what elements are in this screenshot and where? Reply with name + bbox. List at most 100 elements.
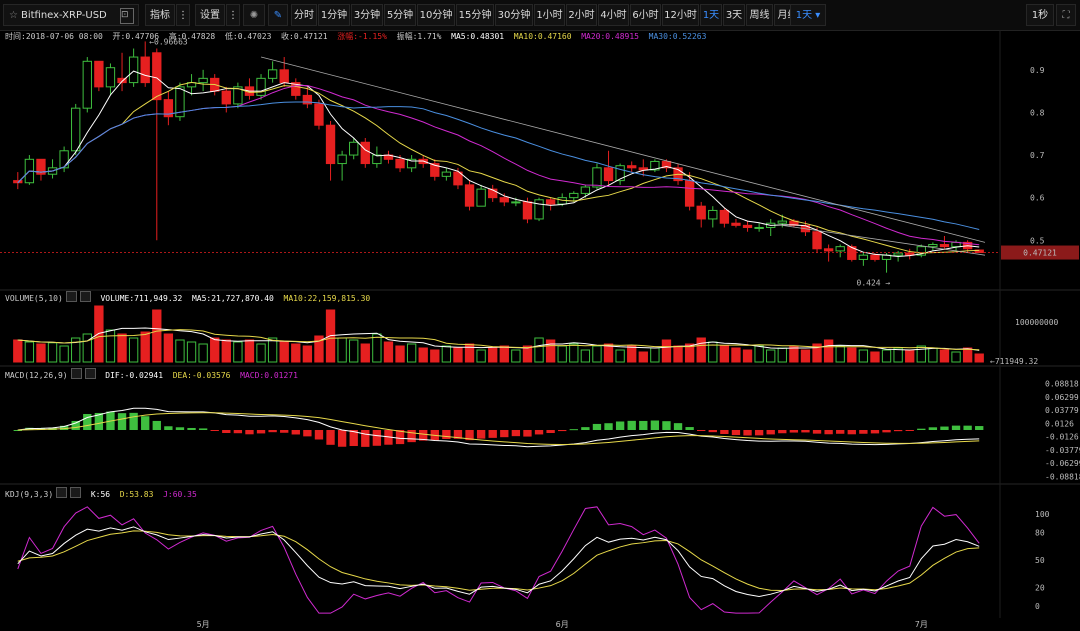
volume-bar bbox=[742, 349, 753, 363]
kdj-tick-4: 0 bbox=[1035, 602, 1040, 611]
volume-bar bbox=[395, 345, 405, 363]
period-tab-14[interactable]: 周线 bbox=[746, 4, 773, 26]
period-tab-6[interactable]: 30分钟 bbox=[495, 4, 533, 26]
volume-bar bbox=[267, 337, 278, 363]
volume-bar bbox=[476, 349, 486, 363]
volume-bar bbox=[464, 343, 475, 363]
volume-panel-title: VOLUME(5,10) VOLUME:711,949.32 MA5:21,72… bbox=[5, 291, 370, 303]
period-tab-5[interactable]: 15分钟 bbox=[456, 4, 494, 26]
volume-bar bbox=[186, 341, 197, 363]
candle bbox=[928, 244, 938, 248]
macd-bar bbox=[870, 430, 880, 434]
star-icon[interactable]: ☆ bbox=[9, 10, 18, 21]
candle bbox=[105, 67, 116, 88]
period-tab-3[interactable]: 5分钟 bbox=[384, 4, 416, 26]
volume-bar bbox=[766, 349, 776, 363]
period-tab-0[interactable]: 分时 bbox=[291, 4, 317, 26]
candle bbox=[140, 56, 150, 84]
macd-bar bbox=[233, 430, 243, 434]
kdj-j-line bbox=[17, 506, 980, 614]
macd-bar bbox=[129, 412, 138, 430]
symbol-selector[interactable]: ☆ Bitfinex-XRP-USD ⊡ bbox=[3, 4, 139, 26]
volume-bar bbox=[870, 351, 880, 363]
gear-icon[interactable] bbox=[56, 487, 68, 498]
gear-icon[interactable] bbox=[65, 291, 77, 302]
macd-bar bbox=[720, 430, 729, 434]
macd-bar bbox=[395, 430, 405, 445]
sun-icon[interactable]: ✺ bbox=[243, 4, 265, 26]
macd-bar bbox=[36, 427, 46, 430]
settings-more-icon[interactable]: ⋮ bbox=[226, 4, 240, 26]
macd-bar bbox=[419, 430, 428, 441]
close-icon[interactable] bbox=[84, 368, 96, 379]
volume-bar bbox=[314, 335, 324, 363]
candle bbox=[337, 154, 347, 165]
period-tab-10[interactable]: 6小时 bbox=[630, 4, 661, 26]
volume-bar bbox=[719, 345, 730, 363]
volume-bar bbox=[962, 347, 973, 363]
fullscreen-icon[interactable]: ⛶ bbox=[1056, 4, 1076, 26]
trend-line-upper bbox=[260, 56, 986, 243]
period-tab-13[interactable]: 3天 bbox=[723, 4, 745, 26]
close-icon[interactable] bbox=[70, 487, 82, 498]
macd-bar bbox=[71, 420, 80, 430]
period-tab-1[interactable]: 1分钟 bbox=[318, 4, 350, 26]
chevron-down-icon: ▾ bbox=[815, 10, 821, 21]
period-tab-9[interactable]: 4小时 bbox=[598, 4, 629, 26]
macd-bar bbox=[488, 430, 497, 438]
settings-button[interactable]: 设置 bbox=[195, 4, 225, 26]
refresh-button[interactable]: 1秒 bbox=[1026, 4, 1054, 26]
period-tab-4[interactable]: 10分钟 bbox=[417, 4, 455, 26]
macd-bar bbox=[627, 420, 636, 430]
volume-bar bbox=[800, 349, 811, 363]
volume-bar bbox=[638, 351, 648, 363]
period-tab-11[interactable]: 12小时 bbox=[662, 4, 699, 26]
candle bbox=[372, 154, 382, 165]
volume-bar bbox=[974, 353, 984, 363]
last-price-label: 0.47121 bbox=[1023, 249, 1057, 258]
period-tab-7[interactable]: 1小时 bbox=[534, 4, 565, 26]
volume-bar bbox=[13, 339, 23, 363]
indicators-button[interactable]: 指标 bbox=[145, 4, 175, 26]
volume-tick-0: 100000000 bbox=[1015, 318, 1059, 327]
candle bbox=[59, 150, 69, 169]
volume-bar bbox=[488, 347, 498, 363]
macd-tick-3: 0.0126 bbox=[1045, 419, 1074, 428]
macd-bar bbox=[592, 423, 602, 430]
volume-bar bbox=[71, 337, 81, 363]
candle bbox=[731, 222, 741, 226]
macd-bar bbox=[615, 421, 625, 430]
volume-bar bbox=[140, 331, 150, 363]
info-amplitude: 振幅:1.71% bbox=[396, 32, 442, 41]
candle bbox=[128, 56, 139, 84]
period-dropdown[interactable]: 1天 ▾ bbox=[790, 4, 826, 26]
period-tab-12[interactable]: 1天 bbox=[700, 4, 722, 26]
macd-bar bbox=[152, 420, 161, 430]
kdj-panel-title: KDJ(9,3,3) K:56 D:53.83 J:60.35 bbox=[5, 487, 197, 499]
period-tab-8[interactable]: 2小时 bbox=[566, 4, 597, 26]
ma10-line bbox=[17, 81, 980, 254]
volume-bar bbox=[754, 345, 764, 363]
volume-bar bbox=[847, 347, 857, 363]
macd-bar bbox=[141, 416, 150, 430]
draw-pen-icon[interactable]: ✎ bbox=[268, 4, 288, 26]
macd-tick-6: -0.06299 bbox=[1045, 459, 1080, 468]
macd-bar bbox=[13, 430, 22, 431]
volume-bar bbox=[557, 345, 567, 363]
candle bbox=[198, 77, 208, 84]
info-ma20: MA20:0.48915 bbox=[581, 32, 639, 41]
macd-bar bbox=[905, 430, 914, 431]
indicators-more-icon[interactable]: ⋮ bbox=[176, 4, 190, 26]
volume-bar bbox=[673, 345, 683, 363]
kdj-tick-3: 20 bbox=[1035, 584, 1045, 593]
macd-tick-5: -0.03779 bbox=[1045, 446, 1080, 455]
candle bbox=[163, 99, 174, 118]
close-icon[interactable] bbox=[79, 291, 91, 302]
period-tab-2[interactable]: 3分钟 bbox=[351, 4, 383, 26]
low-price-label: 0.424 → bbox=[857, 279, 891, 288]
candle bbox=[82, 60, 92, 109]
volume-bar bbox=[94, 305, 104, 363]
chart-icon[interactable]: ⊡ bbox=[120, 8, 134, 24]
gear-icon[interactable] bbox=[70, 368, 82, 379]
